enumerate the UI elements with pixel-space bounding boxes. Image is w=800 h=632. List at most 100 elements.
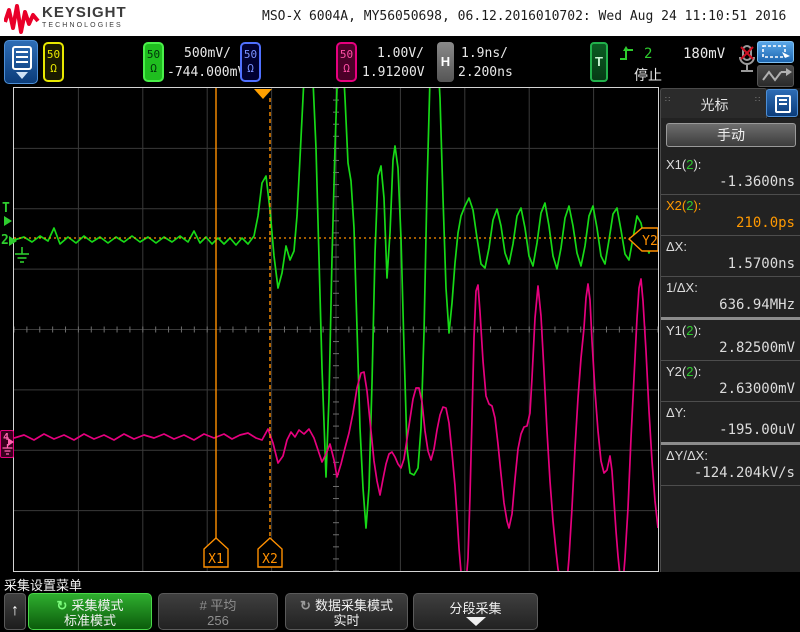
instrument-title: MSO-X 6004A, MY56050698, 06.12.201601070… <box>262 9 787 24</box>
y1-value: 2.82500mV <box>719 340 795 356</box>
y2-value: 2.63000mV <box>719 381 795 397</box>
ch2-readout: 500mV/ -744.000mV <box>167 44 246 82</box>
timebase-scale: 1.9ns/ <box>461 46 508 61</box>
down-arrow-icon <box>465 616 486 626</box>
menu-title: 采集设置菜单 <box>4 578 83 593</box>
slope-label: ΔY/ΔX: <box>666 448 708 463</box>
x2-value: 210.0ps <box>735 215 795 231</box>
x1-flag-label: X1 <box>208 552 224 567</box>
sampling-mode-value: 实时 <box>333 613 360 628</box>
ch4-offset: 1.91200V <box>362 65 425 80</box>
grid-lines <box>14 88 658 571</box>
trigger-level-marker[interactable]: T <box>2 201 10 216</box>
cursor-panel-tab[interactable]: ∷ 光标 ∷ <box>660 88 767 118</box>
ch1-ohm: Ω <box>50 62 57 76</box>
sampling-mode-button[interactable]: ↻ 数据采集模式 实时 <box>285 593 408 630</box>
horizontal-badge[interactable]: H <box>437 42 454 82</box>
main-menu-button[interactable] <box>4 40 38 84</box>
ch2-impedance-badge[interactable]: 50 Ω <box>143 42 164 82</box>
grip-right-icon: ∷ <box>755 95 762 104</box>
menu-back-button[interactable]: ↑ <box>4 593 26 630</box>
cursor-row-x1: X1(2): -1.3600ns <box>661 154 800 195</box>
acq-mode-label: 采集模式 <box>71 598 124 613</box>
brand-name: KEYSIGHT <box>42 4 127 21</box>
panel-menu-list-icon <box>775 95 791 113</box>
ch2-ohm: Ω <box>150 62 157 76</box>
x1-cursor-flag[interactable]: X1 <box>203 537 229 568</box>
ch4-ground-marker[interactable]: 4 <box>0 430 14 458</box>
dx-value: 1.5700ns <box>727 256 795 272</box>
ch1-imp-value: 50 <box>46 48 61 61</box>
x2-cursor-flag[interactable]: X2 <box>257 537 283 568</box>
cursor-row-dy: ΔY: -195.00uV <box>661 402 800 445</box>
segmented-acq-button[interactable]: 分段采集 <box>413 593 538 630</box>
keysight-logo-icon <box>4 4 40 34</box>
acq-mode-value: 标准模式 <box>63 613 116 628</box>
rising-edge-icon <box>620 46 633 60</box>
cursor-row-x2: X2(2): 210.0ps <box>661 195 800 236</box>
y2-flag-label: Y2 <box>642 234 658 249</box>
trigger-source: 2 <box>644 46 653 62</box>
y1-channel: 2 <box>686 323 694 338</box>
brand-subtitle: TECHNOLOGIES <box>42 22 123 29</box>
status-bar: 50 Ω 50 Ω 500mV/ -744.000mV 50 Ω 50 Ω 1.… <box>0 36 800 88</box>
y2-cursor-flag[interactable]: Y2 <box>627 227 658 252</box>
trigger-badge[interactable]: T <box>590 42 608 82</box>
dx-label: ΔX: <box>666 239 687 254</box>
ch4-readout: 1.00V/ 1.91200V <box>362 44 425 82</box>
microphone-muted-icon[interactable] <box>737 44 757 76</box>
ch4-marker-arrow-icon <box>8 438 14 446</box>
cursor-row-slope: ΔY/ΔX: -124.204kV/s <box>661 445 800 486</box>
cursor-row-inv-dx: 1/ΔX: 636.94MHz <box>661 277 800 320</box>
cursor-row-y2: Y2(2): 2.63000mV <box>661 361 800 402</box>
inv-dx-label: 1/ΔX: <box>666 280 698 295</box>
ch3-impedance-badge[interactable]: 50 Ω <box>240 42 261 82</box>
x2-flag-label: X2 <box>262 552 278 567</box>
brand-text: KEYSIGHT TECHNOLOGIES <box>42 4 127 29</box>
ch2-imp-value: 50 <box>146 48 161 61</box>
cursor-sidebar: ∷ 光标 ∷ 手动 X1(2): -1.3600ns X2(2): 210.0p… <box>659 88 800 578</box>
avg-count-button[interactable]: # 平均 256 <box>158 593 278 630</box>
ch1-impedance-badge[interactable]: 50 Ω <box>43 42 64 82</box>
ch2-offset: -744.000mV <box>167 65 246 80</box>
ch3-ohm: Ω <box>247 62 254 76</box>
ch2-ground-icon <box>15 247 29 263</box>
x2-label-end: ): <box>693 198 702 213</box>
cursor-panel-body: 手动 X1(2): -1.3600ns X2(2): 210.0ps ΔX: 1… <box>660 118 800 578</box>
waveform-display[interactable]: X1 X2 Y2 <box>13 87 659 572</box>
selection-rect-icon <box>762 45 790 58</box>
ch4-waveform-trace <box>14 278 658 571</box>
x2-channel: 2 <box>686 198 694 213</box>
softkey-menu-bar: 采集设置菜单 ↑ ↻ 采集模式 标准模式 # 平均 256 ↻ 数据采集模式 实时 … <box>0 572 800 632</box>
menu-list-icon <box>12 46 32 70</box>
cursor-panel-title: 光标 <box>700 97 729 113</box>
y1-label-end: ): <box>693 323 702 338</box>
y2-label: Y2( <box>666 364 687 379</box>
avg-count-label: # 平均 <box>199 598 237 613</box>
x1-channel: 2 <box>686 157 694 172</box>
cycle-icon: ↻ <box>300 598 311 613</box>
dy-value: -195.00uV <box>719 422 795 438</box>
x2-label: X2( <box>666 198 687 213</box>
ch2-ground-marker[interactable]: 2 <box>1 233 9 248</box>
ch4-impedance-badge[interactable]: 50 Ω <box>336 42 357 82</box>
grip-left-icon: ∷ <box>665 95 672 104</box>
dy-label: ΔY: <box>666 405 687 420</box>
titlebar: KEYSIGHT TECHNOLOGIES MSO-X 6004A, MY560… <box>0 0 800 36</box>
trigger-position-marker[interactable] <box>254 89 272 99</box>
y1-label: Y1( <box>666 323 687 338</box>
ch4-imp-value: 50 <box>339 48 354 61</box>
touch-select-button[interactable] <box>757 41 794 63</box>
ch2-scale: 500mV/ <box>184 46 231 61</box>
timebase-readout: 1.9ns/ 2.200ns <box>458 44 513 82</box>
sampling-mode-label: 数据采集模式 <box>314 598 393 613</box>
trigger-level-arrow-icon <box>4 216 12 226</box>
cursor-mode-button[interactable]: 手动 <box>666 123 796 147</box>
cursor-panel-menu-button[interactable] <box>766 89 798 117</box>
y2-channel: 2 <box>686 364 694 379</box>
waveform-drag-button[interactable] <box>757 65 794 87</box>
slope-value: -124.204kV/s <box>693 465 795 481</box>
x1-label: X1( <box>666 157 687 172</box>
acq-mode-button[interactable]: ↻ 采集模式 标准模式 <box>28 593 152 630</box>
